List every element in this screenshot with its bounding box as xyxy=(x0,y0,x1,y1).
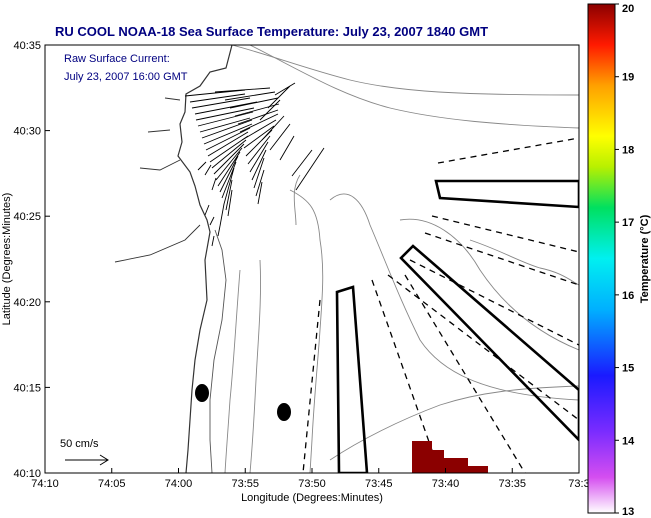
plot-area xyxy=(45,45,579,473)
annotation-line-2: July 23, 2007 16:00 GMT xyxy=(64,71,188,83)
colorbar-tick-label: 17 xyxy=(622,217,634,229)
y-tick-label: 40:30 xyxy=(13,126,41,138)
y-tick-label: 40:10 xyxy=(13,468,41,480)
radar-beams xyxy=(335,179,579,473)
scale-label: 50 cm/s xyxy=(60,438,99,450)
colorbar-label: Temperature (°C) xyxy=(639,214,651,303)
sst-patch xyxy=(412,441,488,473)
y-axis-label: Latitude (Degrees:Minutes) xyxy=(1,193,13,326)
x-tick-label: 74:05 xyxy=(98,478,126,490)
x-tick-label: 73:50 xyxy=(298,478,326,490)
x-axis-label: Longitude (Degrees:Minutes) xyxy=(241,492,383,504)
colorbar-tick-label: 20 xyxy=(622,3,634,15)
scale-arrow xyxy=(65,454,109,466)
colorbar-tick-label: 14 xyxy=(622,435,635,447)
y-tick-label: 40:20 xyxy=(13,297,41,309)
x-tick-label: 74:10 xyxy=(31,478,59,490)
annotation-line-1: Raw Surface Current: xyxy=(64,53,170,65)
coastline xyxy=(177,45,233,473)
dashed-radial-lines xyxy=(302,137,579,473)
y-tick-label: 40:25 xyxy=(13,211,41,223)
x-tick-label: 73:55 xyxy=(231,478,259,490)
colorbar-tick-label: 15 xyxy=(622,363,634,375)
marker-ellipse-1 xyxy=(195,384,209,402)
x-axis-ticks: 74:10 74:05 74:00 73:55 73:50 73:45 73:40 73:35… xyxy=(31,468,590,490)
marker-ellipse-2 xyxy=(277,403,291,421)
colorbar-tick-label: 18 xyxy=(622,144,634,156)
colorbar xyxy=(587,3,616,514)
x-tick-label: 73:45 xyxy=(365,478,393,490)
barrier-coast xyxy=(209,229,227,473)
y-axis-ticks: 40:35 40:30 40:25 40:20 40:15 40:10 xyxy=(13,40,50,480)
map-title: RU COOL NOAA-18 Sea Surface Temperature:… xyxy=(55,24,488,39)
colorbar-tick-label: 19 xyxy=(622,72,634,84)
surface-current-vectors xyxy=(184,82,325,247)
x-tick-label: 73:40 xyxy=(432,478,460,490)
colorbar-tick-label: 16 xyxy=(622,290,634,302)
x-tick-label: 74:00 xyxy=(165,478,193,490)
inner-shoreline xyxy=(114,97,201,263)
y-tick-label: 40:15 xyxy=(13,382,41,394)
colorbar-tick-label: 13 xyxy=(622,506,634,518)
y-tick-label: 40:35 xyxy=(13,40,41,52)
x-tick-label: 73:3 xyxy=(568,478,589,490)
x-tick-label: 73:35 xyxy=(498,478,526,490)
colorbar-ticks: 20 19 18 17 16 15 14 13 xyxy=(615,3,635,518)
